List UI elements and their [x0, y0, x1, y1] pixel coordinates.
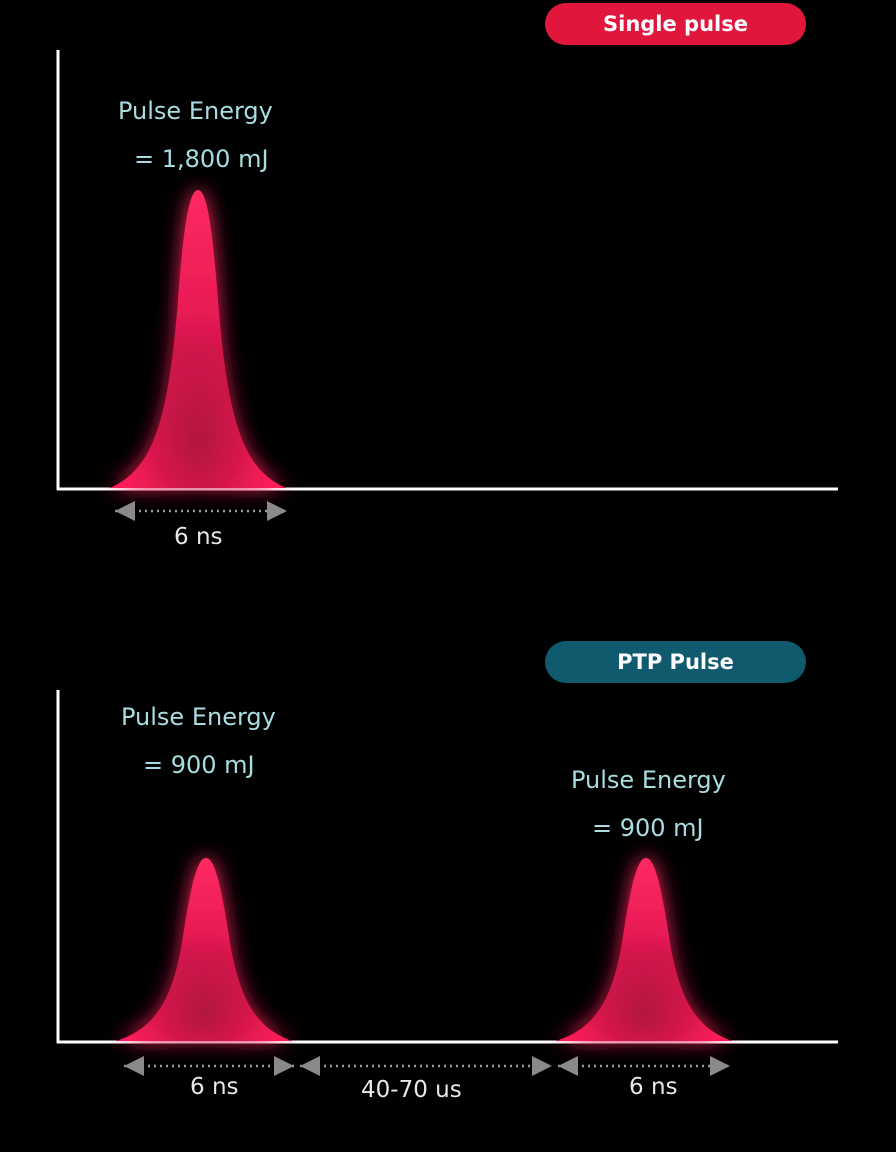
ptp-pulse1-energy-value: = 900 mJ	[143, 751, 255, 779]
ptp-pulse2-energy-label: Pulse Energy	[571, 766, 726, 794]
ptp-pulse-badge: PTP Pulse	[545, 641, 806, 683]
single-energy-label: Pulse Energy	[118, 97, 273, 125]
ptp-gap-label: 40-70 us	[361, 1077, 462, 1103]
ptp-pulse2-energy-value: = 900 mJ	[592, 814, 704, 842]
single-energy-value: = 1,800 mJ	[134, 145, 269, 173]
ptp-pulse1-width-label: 6 ns	[190, 1074, 239, 1100]
ptp-pulse-1	[116, 858, 292, 1041]
single-pulse	[110, 190, 286, 488]
ptp-pulse1-energy-label: Pulse Energy	[121, 703, 276, 731]
ptp-pulse-2	[556, 858, 732, 1041]
single-width-label: 6 ns	[174, 524, 223, 550]
ptp-pulse2-width-label: 6 ns	[629, 1074, 678, 1100]
single-pulse-badge: Single pulse	[545, 3, 806, 45]
